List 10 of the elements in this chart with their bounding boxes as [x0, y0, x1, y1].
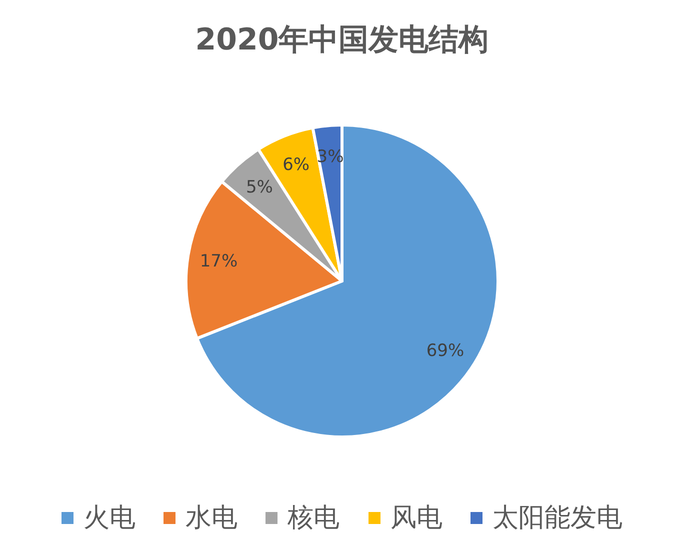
legend-label: 核电 — [286, 503, 340, 533]
data-label: 17% — [200, 251, 238, 272]
legend-label: 风电 — [390, 503, 442, 533]
data-label: 5% — [246, 177, 273, 198]
legend-label: 火电 — [84, 503, 136, 533]
data-label: 69% — [426, 341, 464, 362]
legend-label: 太阳能发电 — [492, 503, 622, 533]
chart-title: 2020年中国发电结构 — [195, 22, 489, 58]
data-label: 6% — [282, 154, 310, 175]
legend-label: 水电 — [186, 503, 238, 533]
